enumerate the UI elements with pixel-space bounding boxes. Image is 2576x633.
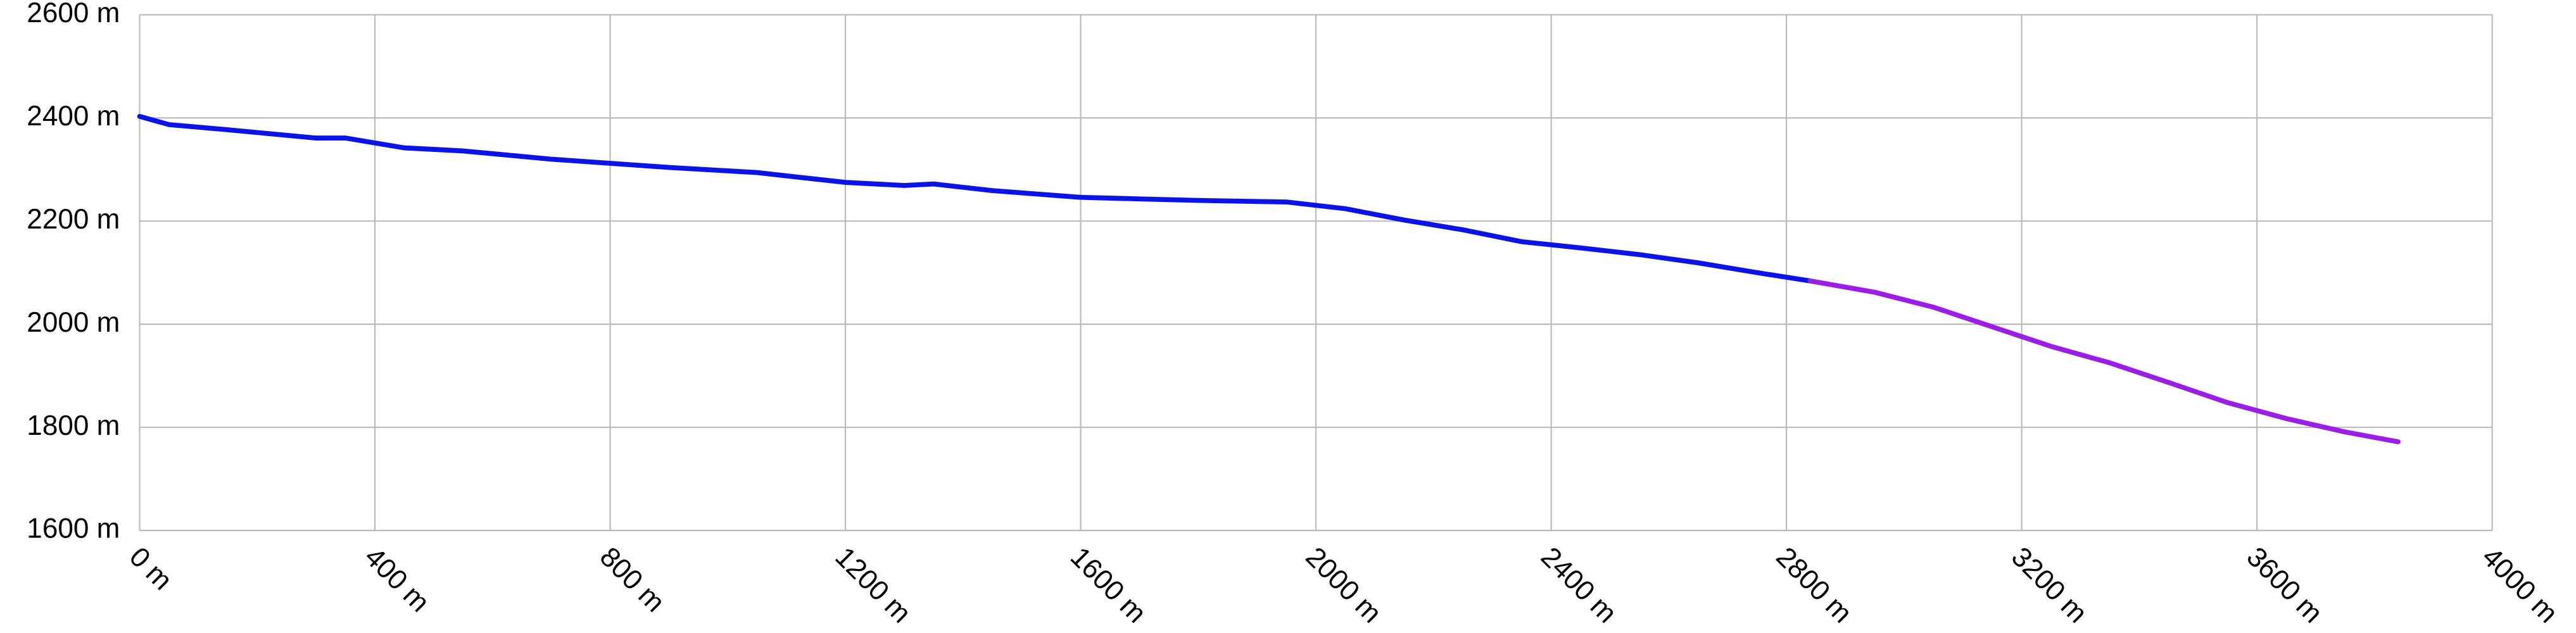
x-tick-label: 2000 m: [1299, 541, 1387, 629]
elevation-line: [1807, 278, 2401, 444]
x-tick-label: 800 m: [594, 541, 671, 618]
y-tick-label: 2600 m: [27, 0, 120, 28]
elevation-line: [137, 113, 1813, 284]
y-tick-label: 2400 m: [27, 101, 120, 132]
x-tick-label: 1600 m: [1064, 541, 1152, 629]
x-tick-label: 0 m: [123, 541, 179, 596]
y-tick-label: 1600 m: [27, 513, 120, 544]
y-tick-label: 2200 m: [27, 204, 120, 235]
x-tick-label: 400 m: [358, 541, 435, 618]
x-tick-label: 4000 m: [2476, 541, 2564, 629]
x-tick-label: 3200 m: [2005, 541, 2093, 629]
y-tick-label: 2000 m: [27, 307, 120, 338]
x-tick-label: 1200 m: [829, 541, 917, 629]
y-tick-label: 1800 m: [27, 410, 120, 441]
x-tick-label: 2800 m: [1770, 541, 1858, 629]
x-tick-label: 2400 m: [1535, 541, 1623, 629]
x-tick-label: 3600 m: [2240, 541, 2328, 629]
